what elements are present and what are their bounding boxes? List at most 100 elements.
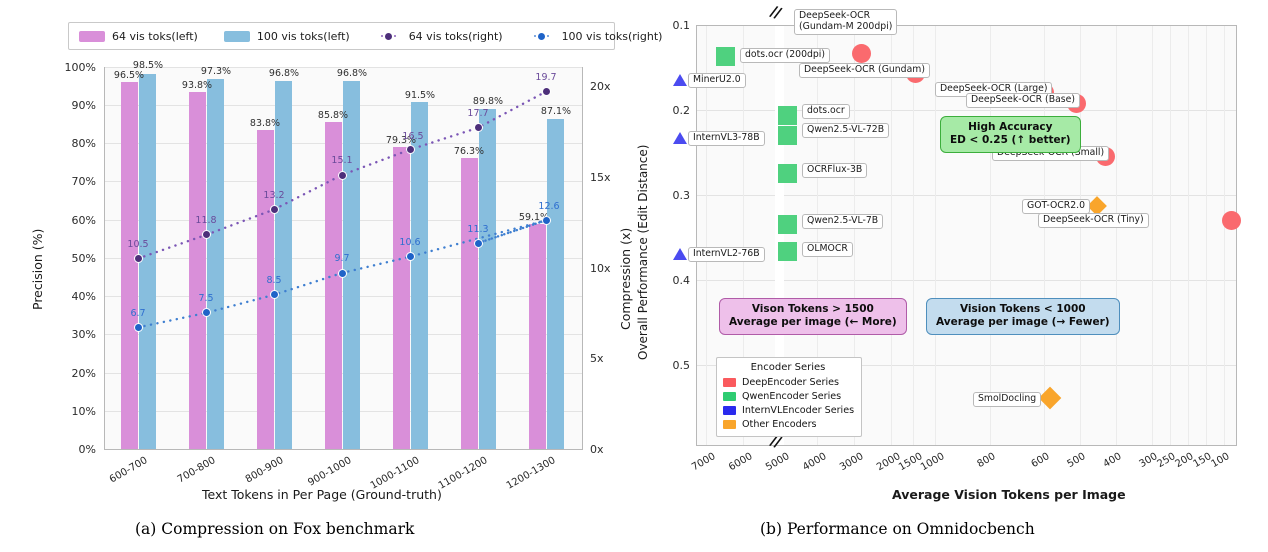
point-marker-triangle[interactable] [673,248,687,260]
point-tag[interactable]: InternVL2-76B [688,247,765,262]
point-marker-triangle[interactable] [673,74,687,86]
point-tag[interactable]: InternVL3-78B [688,131,765,146]
legend-item-other-encoders[interactable]: Other Encoders [723,417,853,431]
point-marker-square[interactable] [716,47,735,66]
point-marker-square[interactable] [778,106,797,125]
legend-marker-line-64 [376,32,402,40]
bar-value-label: 97.3% [200,66,232,77]
gridline [1170,25,1171,445]
bar-100[interactable] [411,102,428,449]
point-marker-square[interactable] [778,164,797,183]
point-label: 15.1 [331,155,353,166]
y-tick-label: 90% [71,99,96,112]
point-label: 16.5 [402,131,424,142]
point-tag[interactable]: DeepSeek-OCR (Base) [966,93,1080,108]
chart-omnidocbench-performance: // // 0.1 0.2 0.3 0.4 0.5 Overall Perfor… [630,0,1268,512]
x-tick-label: 5000 [763,451,792,474]
point-tag[interactable]: OCRFlux-3B [802,163,868,178]
point-marker-square[interactable] [778,215,797,234]
bar-100[interactable] [479,108,496,449]
point-label: 12.6 [538,201,560,212]
gridline [913,25,914,445]
point-label: 9.7 [334,253,350,264]
point-tag[interactable]: DeepSeek-OCR (Gundam) [799,63,930,78]
y-tick-label: 30% [71,328,96,341]
bar-64[interactable] [189,92,206,449]
point-64-right[interactable] [337,170,347,180]
point-marker-square[interactable] [778,126,797,145]
bar-value-label: 98.5% [132,60,164,71]
point-tag[interactable]: SmolDocling [973,392,1042,407]
point-label: 13.2 [263,190,285,201]
y-axis-title: Overall Performance (Edit Distance) [636,144,650,360]
chart-fox-compression: 64 vis toks(left) 100 vis toks(left) 64 … [0,0,662,512]
point-label: 11.3 [467,224,489,235]
point-100-right[interactable] [269,290,279,300]
y-tick-label: 40% [71,290,96,303]
legend-item-qwenencoder[interactable]: QwenEncoder Series [723,389,853,403]
legend-item-internvlencoder[interactable]: InternVLEncoder Series [723,403,854,417]
point-tag[interactable]: DeepSeek-OCR (Gundam-M 200dpi) [794,9,898,35]
bar-100[interactable] [547,118,564,449]
x-tick-label: 1200-1300 [504,455,558,492]
bar-64[interactable] [529,223,546,449]
point-tag[interactable]: dots.ocr [802,104,850,119]
point-100-right[interactable] [201,308,211,318]
point-tag[interactable]: dots.ocr (200dpi) [740,48,830,63]
point-100-right[interactable] [133,322,143,332]
bar-64[interactable] [121,81,138,449]
annotation-few-tokens: Vision Tokens < 1000 Average per image (… [926,298,1120,335]
point-100-right[interactable] [337,268,347,278]
point-tag[interactable]: Qwen2.5-VL-7B [802,214,884,229]
bar-100[interactable] [343,80,360,449]
caption-b: (b) Performance on Omnidocbench [760,520,1035,538]
legend-swatch-qwenencoder [723,391,736,401]
bar-64[interactable] [393,146,410,449]
bar-value-label: 89.8% [472,96,504,107]
bar-100[interactable] [207,78,224,449]
point-64-right[interactable] [269,205,279,214]
point-marker-circle[interactable] [852,44,871,63]
legend-item-2[interactable]: 64 vis toks(right) [376,23,503,49]
x-tick-label: 500 [1065,451,1088,471]
legend-label: DeepEncoder Series [742,376,840,388]
legend-item-0[interactable]: 64 vis toks(left) [79,23,198,49]
point-64-right[interactable] [473,123,483,133]
y-tick-label-right: 10x [590,262,611,275]
point-marker-triangle[interactable] [673,132,687,144]
y-tick-label: 100% [64,61,96,74]
point-64-right[interactable] [133,254,143,263]
gridline [743,25,744,445]
point-tag[interactable]: OLMOCR [802,242,853,257]
point-tag[interactable]: DeepSeek-OCR (Tiny) [1038,213,1149,228]
point-100-right[interactable] [541,215,551,225]
gridline [1206,25,1207,445]
point-marker-circle[interactable] [1222,211,1241,230]
gridline [696,280,1236,281]
legend-item-3[interactable]: 100 vis toks(right) [529,23,662,49]
bar-64[interactable] [257,129,274,449]
point-100-right[interactable] [473,238,483,248]
point-marker-square[interactable] [778,242,797,261]
point-64-right[interactable] [201,230,211,240]
legend-item-deepencoder[interactable]: DeepEncoder Series [723,375,853,389]
bar-100[interactable] [275,80,292,449]
legend-swatch-bar-100 [223,30,250,42]
point-64-right[interactable] [541,87,551,97]
x-tick-label: 3000 [837,451,866,474]
point-64-right[interactable] [405,145,415,155]
bar-value-label: 83.8% [249,118,281,129]
legend-item-1[interactable]: 100 vis toks(left) [223,23,350,49]
point-tag[interactable]: MinerU2.0 [688,73,746,88]
legend-swatch-bar-64 [79,30,105,42]
y-axis-left-spine [104,67,105,450]
gridline [696,365,1236,366]
bar-value-label: 85.8% [317,110,349,121]
bar-64[interactable] [461,158,478,449]
point-tag[interactable]: GOT-OCR2.0 [1022,199,1091,214]
axis-break-icon: // [768,2,783,22]
legend-swatch-other-encoders [723,419,736,429]
x-tick-label: 1100-1200 [436,455,490,492]
point-tag[interactable]: Qwen2.5-VL-72B [802,123,890,138]
point-100-right[interactable] [405,252,415,262]
